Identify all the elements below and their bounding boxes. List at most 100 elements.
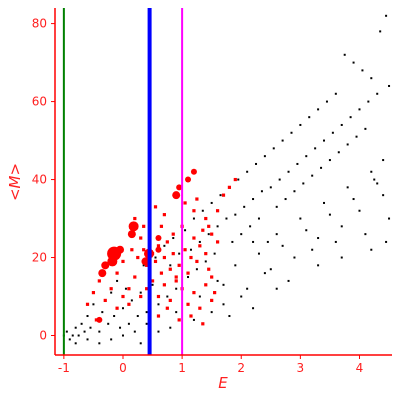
data-point (195, 268, 198, 271)
data-point (130, 299, 133, 302)
data-point (127, 287, 131, 291)
data-point (116, 245, 125, 254)
data-point (210, 275, 214, 279)
data-point (201, 228, 205, 232)
data-point (183, 248, 187, 252)
data-point (169, 326, 172, 329)
data-point (162, 283, 166, 287)
data-point (109, 287, 113, 291)
data-point (314, 147, 317, 150)
data-point (101, 261, 110, 270)
data-point (133, 216, 137, 221)
data-point (171, 252, 175, 256)
data-point (156, 294, 161, 299)
data-point (296, 162, 299, 165)
data-point (157, 303, 160, 306)
data-point (385, 240, 388, 243)
data-point (216, 225, 219, 228)
data-point (98, 269, 107, 278)
data-point (257, 252, 260, 255)
data-point (204, 283, 208, 287)
data-point (246, 287, 249, 290)
data-point (183, 201, 187, 205)
data-point (171, 232, 175, 236)
data-point (299, 217, 302, 220)
data-point (155, 246, 162, 253)
data-point (222, 283, 225, 286)
data-point (210, 298, 214, 303)
data-point (145, 287, 149, 291)
x-tick-label: -1 (58, 361, 70, 375)
data-point (198, 295, 201, 298)
data-point (323, 139, 326, 142)
data-point (317, 237, 320, 240)
data-point (210, 311, 213, 314)
data-point (198, 306, 202, 310)
data-point (278, 178, 281, 181)
data-point (145, 322, 148, 325)
data-point (141, 257, 150, 266)
data-point (142, 248, 146, 252)
data-point (215, 240, 220, 244)
data-point (80, 322, 83, 325)
data-point (159, 224, 164, 228)
data-point (249, 225, 252, 228)
data-point (284, 198, 287, 201)
data-point (228, 315, 231, 318)
data-point (145, 311, 148, 314)
data-point (210, 201, 213, 204)
data-point (213, 291, 217, 295)
data-point (139, 342, 142, 345)
data-point (133, 330, 136, 333)
data-point (192, 318, 195, 321)
data-point (382, 159, 385, 162)
data-point (175, 287, 178, 290)
data-point (227, 185, 232, 189)
data-point (121, 307, 124, 310)
x-tick-label: 4 (356, 361, 364, 375)
data-point (275, 287, 278, 290)
data-point (320, 166, 323, 169)
data-point (174, 275, 178, 279)
data-point (150, 279, 155, 283)
data-point (370, 170, 373, 173)
data-point (86, 338, 89, 341)
data-point (162, 255, 166, 260)
data-point (290, 131, 293, 134)
data-point (165, 306, 169, 310)
data-point (97, 279, 101, 283)
data-point (201, 209, 204, 212)
data-point (340, 256, 343, 259)
data-point (177, 263, 181, 267)
data-point (281, 244, 284, 247)
data-point (337, 151, 340, 154)
data-point (89, 326, 92, 329)
data-point (215, 209, 220, 213)
data-point (174, 279, 178, 283)
data-point (159, 271, 164, 275)
x-axis-title: E (218, 374, 228, 392)
data-point (127, 322, 130, 325)
data-point (222, 303, 225, 306)
data-point (287, 170, 290, 173)
data-point (178, 252, 181, 255)
data-point (98, 342, 101, 345)
data-point (74, 326, 77, 329)
data-point (358, 209, 361, 212)
data-point (293, 190, 296, 193)
data-point (269, 186, 272, 189)
data-point (207, 233, 210, 236)
data-point (101, 311, 104, 314)
data-point (358, 108, 361, 111)
data-point (85, 302, 90, 306)
data-point (376, 92, 379, 95)
data-point (334, 92, 337, 95)
data-point (116, 279, 119, 282)
data-point (165, 240, 169, 244)
data-point (189, 314, 193, 318)
data-point (263, 155, 266, 158)
data-point (133, 275, 137, 279)
data-point (361, 69, 364, 72)
data-point (305, 229, 308, 232)
data-point (281, 139, 284, 142)
